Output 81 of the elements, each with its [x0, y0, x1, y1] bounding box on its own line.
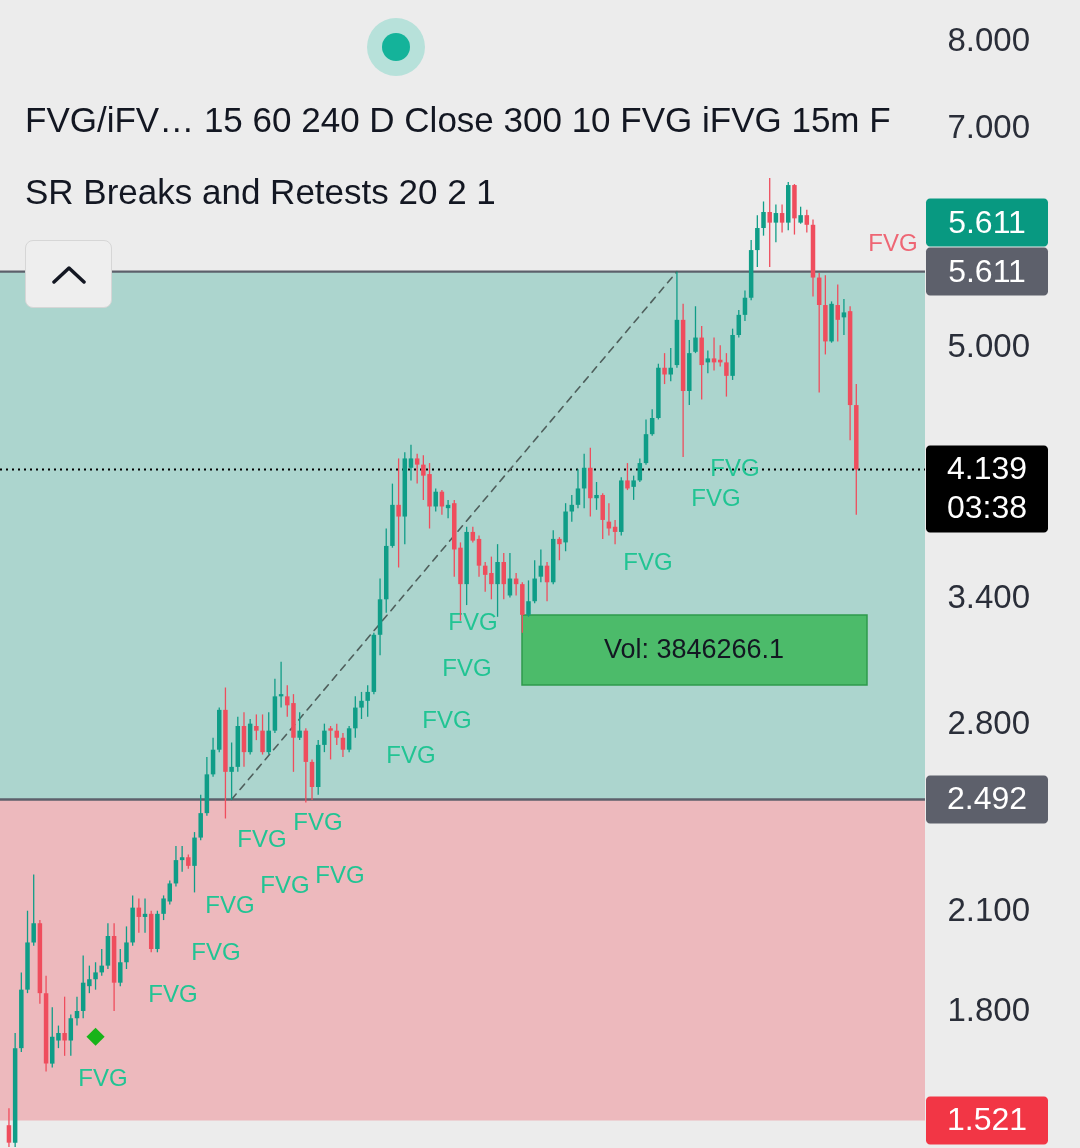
candlestick [495, 543, 500, 618]
annotation: FVG [78, 1064, 128, 1091]
ref-line-label: 5.611 [948, 252, 1026, 289]
annotation: FVG/iFV… 15 60 240 D Close 300 10 FVG iFVG 15m F [25, 100, 891, 139]
candlestick [631, 475, 636, 501]
candlestick [353, 695, 358, 739]
annotation: FVG [205, 891, 255, 918]
candlestick [6, 1107, 12, 1148]
candlestick [346, 725, 352, 753]
y-tick-label: 8.000 [947, 21, 1031, 59]
candlestick [755, 214, 760, 268]
text: FVG [868, 229, 918, 256]
candlestick [662, 352, 667, 385]
candlestick [328, 725, 333, 761]
annotation: FVG [293, 808, 343, 835]
candlestick [773, 203, 779, 243]
candlestick [693, 305, 698, 354]
candlestick [779, 203, 785, 234]
y-tick-label: 3.400 [947, 577, 1031, 615]
candlestick [414, 453, 420, 485]
candlestick [179, 845, 185, 873]
candlestick [594, 481, 599, 511]
annotation: FVG [442, 654, 492, 681]
candlestick [489, 555, 494, 600]
candlestick [761, 200, 766, 237]
candlestick [31, 873, 36, 947]
candlestick [575, 468, 581, 509]
annotation: FVG [315, 861, 365, 888]
candlestick [322, 723, 327, 753]
candlestick [161, 894, 166, 921]
candlestick [99, 948, 104, 977]
candlestick [439, 489, 445, 516]
candlestick [93, 961, 98, 991]
candlestick [532, 559, 537, 604]
band-label: 5.611 [948, 203, 1026, 240]
candlestick [408, 444, 414, 482]
band-label: 1.521 [946, 1101, 1028, 1138]
candlestick [569, 494, 575, 523]
candlestick [359, 691, 364, 720]
annotation: Vol: 3846266.1 [603, 634, 785, 664]
candlestick [668, 347, 673, 382]
candlestick [266, 711, 271, 756]
candlestick [254, 713, 259, 741]
candlestick [62, 996, 67, 1057]
annotation: FVG [448, 608, 498, 635]
candlestick [229, 741, 234, 801]
annotation: FVG [191, 938, 241, 965]
candlestick [804, 209, 810, 234]
ref-line-label: 4.139 03:38 [946, 450, 1028, 526]
candlestick [118, 948, 123, 987]
annotation: FVG [386, 741, 436, 768]
candlestick [724, 352, 729, 398]
annotation: FVG [237, 825, 287, 852]
candlestick [625, 462, 630, 491]
candlestick [68, 1013, 74, 1057]
y-tick-label: 2.800 [947, 704, 1031, 742]
y-tick-label: 7.000 [947, 108, 1031, 146]
annotation: FVG [691, 484, 741, 511]
annotation: FVG [148, 980, 198, 1007]
y-tick-label: 2.100 [947, 891, 1031, 929]
candlestick [124, 925, 129, 970]
candlestick [167, 879, 173, 906]
candlestick [87, 964, 92, 994]
ref-line-label: 2.492 [946, 780, 1028, 817]
candlestick [433, 487, 438, 513]
candlestick [365, 684, 370, 718]
candlestick [260, 713, 265, 756]
annotation: SR Breaks and Retests 20 2 1 [25, 172, 496, 211]
candlestick [835, 283, 840, 343]
candlestick [526, 579, 531, 618]
candlestick [396, 457, 401, 569]
annotation: FVG [422, 706, 472, 733]
y-tick-label: 5.000 [947, 327, 1031, 365]
annotation: FVG [623, 548, 673, 575]
candlestick [767, 177, 772, 268]
candlestick [841, 298, 847, 336]
candlestick [297, 711, 302, 741]
annotation: FVG [710, 454, 760, 481]
candlestick [557, 536, 562, 561]
y-tick-label: 1.800 [947, 991, 1031, 1029]
annotation: FVG [260, 871, 310, 898]
